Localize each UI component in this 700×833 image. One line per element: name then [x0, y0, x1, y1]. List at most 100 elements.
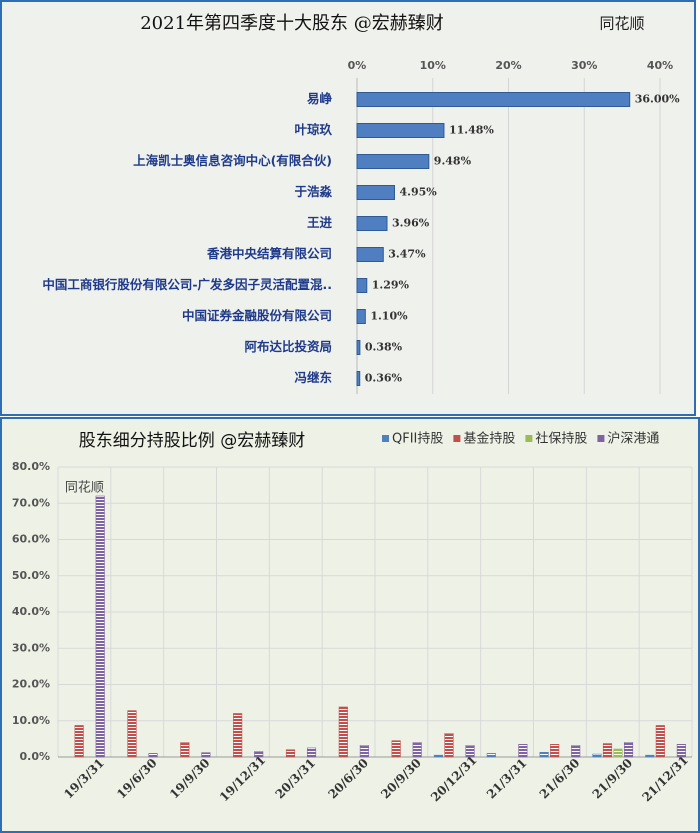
bar: [201, 752, 211, 758]
y-tick-label: 60.0%: [12, 533, 50, 546]
bar: [233, 713, 243, 758]
panel-bottom: 股东细分持股比例 @宏赫臻财 0.0% 10.0% 20.0% 30.0% 40.0% 50…: [0, 417, 700, 833]
x-tick-label: 21/12/31: [639, 753, 691, 805]
legend-swatch: [525, 435, 533, 442]
bar: [676, 744, 686, 758]
y-tick-label: 易峥: [307, 91, 333, 106]
y-tick-label: 70.0%: [12, 496, 50, 509]
data-label: 0.36%: [365, 372, 403, 385]
x-tick-label: 19/12/31: [217, 753, 269, 805]
bar: [412, 742, 422, 758]
legend-label: QFII持股: [392, 432, 443, 447]
y-tick-label: 于浩淼: [294, 184, 332, 199]
bar: [391, 740, 401, 758]
data-label: 0.38%: [365, 341, 403, 354]
bar: [356, 185, 395, 200]
legend-label: 社保持股: [535, 431, 587, 447]
bar: [356, 278, 368, 293]
legend-label: 基金持股: [463, 431, 515, 447]
bar: [356, 154, 430, 169]
bar: [486, 753, 496, 758]
y-tick-label: 中国证券金融股份有限公司: [182, 308, 332, 323]
y-tick-label: 40.0%: [12, 605, 50, 618]
y-tick-label: 王进: [307, 215, 333, 230]
bar: [623, 742, 634, 758]
data-label: 1.10%: [370, 310, 408, 323]
bar: [356, 371, 361, 386]
y-tick-label: 上海凯士奥信息咨询中心(有限合伙): [133, 153, 332, 168]
x-tick-label: 21/9/30: [590, 756, 636, 802]
x-tick-label: 20/6/30: [325, 756, 371, 802]
y-tick-label: 30.0%: [12, 641, 50, 654]
y-tick-label: 10.0%: [12, 714, 50, 727]
y-tick-label: 中国工商银行股份有限公司-广发多因子灵活配置混..: [42, 277, 332, 292]
y-tick-label: 20.0%: [12, 678, 50, 691]
x-tick-label: 21/3/31: [484, 756, 530, 802]
y-tick-label: 阿布达比投资局: [244, 339, 332, 354]
chart: 2021年第四季度十大股东 @宏赫臻财 同花顺 0% 10% 20% 30% 40% 易峥 36…: [42, 13, 680, 394]
bar: [645, 754, 655, 758]
bar: [465, 745, 475, 758]
legend-swatch: [382, 435, 389, 442]
legend-swatch: [453, 435, 461, 442]
bar: [356, 247, 384, 262]
bar: [602, 743, 613, 758]
y-tick-label: 香港中央结算有限公司: [206, 246, 332, 261]
bar: [74, 725, 84, 758]
y-tick-label: 叶琼玖: [294, 122, 332, 137]
data-label: 1.29%: [372, 279, 410, 292]
bar: [180, 742, 190, 758]
annotation: 同花顺: [65, 480, 104, 496]
bar: [592, 753, 602, 758]
bar: [613, 748, 623, 758]
y-tick-label: 0.0%: [19, 750, 50, 763]
x-tick-label: 20%: [495, 59, 521, 72]
bar: [148, 753, 158, 758]
data-label: 4.95%: [399, 186, 437, 199]
bar: [338, 706, 348, 758]
data-label: 3.96%: [392, 217, 430, 230]
bar: [359, 745, 369, 758]
chart-title: 2021年第四季度十大股东 @宏赫臻财: [140, 13, 444, 34]
y-tick-label: 80.0%: [12, 460, 50, 473]
bar: [127, 710, 137, 758]
y-tick-label: 冯继东: [294, 370, 332, 385]
watermark: 同花顺: [599, 15, 644, 33]
bar: [306, 747, 317, 758]
x-tick-label: 40%: [647, 59, 673, 72]
bar: [550, 744, 560, 758]
x-tick-label: 19/3/31: [61, 756, 107, 802]
legend-label: 沪深港通: [607, 431, 659, 447]
bar: [433, 754, 444, 758]
chart-title: 股东细分持股比例 @宏赫臻财: [79, 431, 305, 451]
panel-top: 2021年第四季度十大股东 @宏赫臻财 同花顺 0% 10% 20% 30% 40% 易峥 36…: [0, 0, 696, 416]
x-tick-label: 20/9/30: [378, 756, 424, 802]
x-tick-label: 21/6/30: [537, 756, 583, 802]
data-label: 3.47%: [388, 248, 426, 261]
x-tick-label: 0%: [348, 59, 367, 72]
x-tick-label: 30%: [571, 59, 597, 72]
bar: [356, 123, 445, 138]
x-tick-label: 19/9/30: [167, 756, 213, 802]
data-label: 36.00%: [635, 93, 680, 106]
bar: [356, 216, 388, 231]
bar: [95, 495, 105, 758]
bar: [539, 751, 549, 758]
x-tick-label: 20/3/31: [273, 756, 319, 802]
bar: [518, 744, 528, 758]
bar: [356, 340, 361, 355]
bar: [254, 751, 264, 758]
bar: [444, 733, 454, 758]
x-tick-label: 10%: [420, 59, 446, 72]
data-label: 11.48%: [449, 124, 494, 137]
legend-swatch: [597, 435, 605, 442]
bar: [571, 745, 581, 758]
bar: [285, 749, 296, 758]
x-tick-label: 20/12/31: [428, 753, 480, 805]
x-tick-label: 19/6/30: [114, 756, 160, 802]
bar: [356, 92, 631, 107]
chart: 股东细分持股比例 @宏赫臻财 0.0% 10.0% 20.0% 30.0% 40.0% 50…: [12, 431, 693, 805]
data-label: 9.48%: [434, 155, 472, 168]
y-tick-label: 50.0%: [12, 569, 50, 582]
